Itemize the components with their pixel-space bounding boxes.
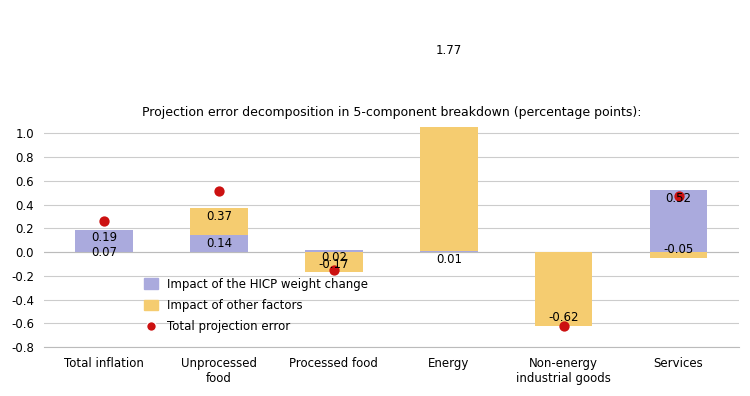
Bar <box>420 251 478 252</box>
Point <box>673 193 685 200</box>
Bar <box>76 244 133 252</box>
Point <box>328 267 340 273</box>
Text: -0.05: -0.05 <box>664 243 694 256</box>
Text: 0.37: 0.37 <box>206 210 232 223</box>
Text: 0.07: 0.07 <box>92 246 117 259</box>
Point <box>442 37 454 44</box>
Point <box>558 323 570 329</box>
Bar <box>305 250 363 252</box>
Bar <box>190 236 248 252</box>
Point <box>98 218 110 225</box>
Text: -0.17: -0.17 <box>319 257 350 270</box>
Text: 0.52: 0.52 <box>665 192 692 205</box>
Legend: Impact of the HICP weight change, Impact of other factors, Total projection erro: Impact of the HICP weight change, Impact… <box>140 274 372 337</box>
Bar <box>650 190 707 252</box>
Point <box>213 188 225 195</box>
Text: -0.62: -0.62 <box>548 311 579 324</box>
Bar <box>650 252 707 258</box>
Title: Projection error decomposition in 5-component breakdown (percentage points):: Projection error decomposition in 5-comp… <box>142 106 641 119</box>
Text: 0.01: 0.01 <box>436 253 462 266</box>
Text: 1.77: 1.77 <box>436 44 462 57</box>
Text: 0.14: 0.14 <box>206 237 232 250</box>
Text: 0.02: 0.02 <box>321 251 347 265</box>
Bar <box>76 230 133 252</box>
Bar <box>305 252 363 272</box>
Bar <box>420 42 478 252</box>
Bar <box>535 252 592 326</box>
Text: 0.19: 0.19 <box>91 231 117 244</box>
Bar <box>190 208 248 252</box>
